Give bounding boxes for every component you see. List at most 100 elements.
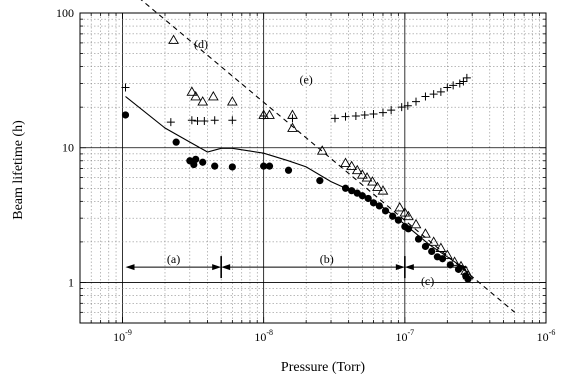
plus-point xyxy=(443,83,452,92)
x-tick-label-exponent: -8 xyxy=(266,328,273,337)
open-triangle-point xyxy=(441,249,453,259)
plus-point xyxy=(228,116,237,125)
plus-point xyxy=(429,90,438,99)
plus-point xyxy=(369,109,378,118)
plot-frame xyxy=(79,12,547,324)
plus-point xyxy=(421,92,430,101)
plus-point xyxy=(449,81,458,90)
model-curve xyxy=(125,96,469,274)
filled-circle-point xyxy=(265,162,274,170)
x-tick-label-exponent: -7 xyxy=(407,328,414,337)
filled-circle-point xyxy=(389,212,397,220)
filled-circle-point xyxy=(421,242,430,251)
open-triangle-point xyxy=(340,157,351,167)
grid xyxy=(79,12,547,324)
filled-circle-point xyxy=(394,216,402,224)
plus-point xyxy=(412,97,421,106)
plus-point xyxy=(200,116,209,125)
filled-circle-point xyxy=(260,162,268,170)
plot-area-border xyxy=(79,12,547,324)
filled-circle-point xyxy=(428,247,436,255)
filled-circle-point xyxy=(369,199,378,207)
plus-point xyxy=(403,101,412,110)
y-tick-label: 1 xyxy=(68,275,74,289)
y-tick-label: 10 xyxy=(62,141,74,155)
filled-circle-point xyxy=(121,111,130,119)
open-triangle-point xyxy=(346,160,358,171)
curves xyxy=(125,0,516,313)
filled-circle-point xyxy=(341,184,350,192)
x-axis-label: Pressure (Torr) xyxy=(281,360,365,375)
annotation-label: (b) xyxy=(320,252,334,266)
open-triangle-point xyxy=(361,172,373,182)
filled-circle-point xyxy=(381,207,390,215)
open-triangle-point xyxy=(351,164,363,175)
plus-point xyxy=(166,118,175,127)
range-arrow-head xyxy=(404,264,414,271)
open-triangle-point xyxy=(197,96,209,106)
open-triangle-point xyxy=(316,145,328,155)
filled-circle-point xyxy=(364,194,372,203)
open-triangle-point xyxy=(449,256,460,266)
filled-circle-point xyxy=(284,166,293,174)
plus-point xyxy=(121,83,130,92)
filled-circle-point xyxy=(375,202,383,210)
dashed-fit-line xyxy=(140,0,516,313)
plus-point xyxy=(351,111,360,120)
filled-circle-point xyxy=(199,158,207,166)
open-triangle-point xyxy=(226,96,238,106)
plus-point xyxy=(387,106,396,115)
x-tick-label-exponent: -6 xyxy=(549,328,556,337)
plus-point xyxy=(455,79,464,88)
range-arrow-head xyxy=(221,264,231,271)
plus-point xyxy=(341,112,350,121)
open-triangle-point xyxy=(190,90,202,101)
open-triangle-point xyxy=(428,236,440,246)
open-triangle-point xyxy=(168,34,179,44)
annotations: (a) (b) (c) (d) (e) xyxy=(167,37,434,288)
open-triangle-point xyxy=(394,201,406,212)
filled-circle-point xyxy=(348,187,356,195)
plus-point xyxy=(259,111,268,120)
range-arrow-head xyxy=(212,264,222,271)
open-triangle-point xyxy=(420,228,431,238)
open-triangle-point xyxy=(377,185,389,195)
y-tick-label: 100 xyxy=(56,6,74,20)
x-tick-label-exponent: -9 xyxy=(125,328,132,337)
plus-point xyxy=(436,87,445,96)
open-triangle-point xyxy=(287,122,298,132)
annotation-label: (d) xyxy=(194,37,208,51)
plus-point xyxy=(330,114,339,123)
plus-point xyxy=(397,103,406,112)
open-triangle-point xyxy=(410,218,422,229)
x-tick-label-base: 10 xyxy=(537,330,549,344)
x-tick-label-base: 10 xyxy=(254,330,266,344)
filled-circle-point xyxy=(211,162,219,170)
filled-circle-point xyxy=(316,177,324,185)
plus-point xyxy=(360,110,369,119)
range-markers xyxy=(125,256,468,279)
plus-point xyxy=(288,114,297,123)
open-triangle-point xyxy=(462,269,474,280)
filled-circle-point xyxy=(192,155,200,163)
plus-point xyxy=(210,116,219,125)
open-triangle-point xyxy=(207,90,219,101)
filled-circle-point xyxy=(404,225,413,233)
open-triangle-point xyxy=(372,181,383,192)
annotation-label: (c) xyxy=(421,274,434,288)
open-triangle-point xyxy=(356,169,368,179)
filled-circle-point xyxy=(358,192,366,200)
plus-point xyxy=(193,116,202,125)
annotation-label: (a) xyxy=(167,252,180,266)
open-triangle-point xyxy=(455,260,467,271)
range-arrow-head xyxy=(395,264,405,271)
plus-point xyxy=(462,73,471,82)
open-triangle-point xyxy=(186,86,198,96)
open-triangle-point xyxy=(435,242,447,252)
range-arrow-head xyxy=(125,264,135,271)
open-triangle-point xyxy=(403,210,414,221)
plus-point xyxy=(459,77,468,86)
x-tick-label-base: 10 xyxy=(113,330,125,344)
